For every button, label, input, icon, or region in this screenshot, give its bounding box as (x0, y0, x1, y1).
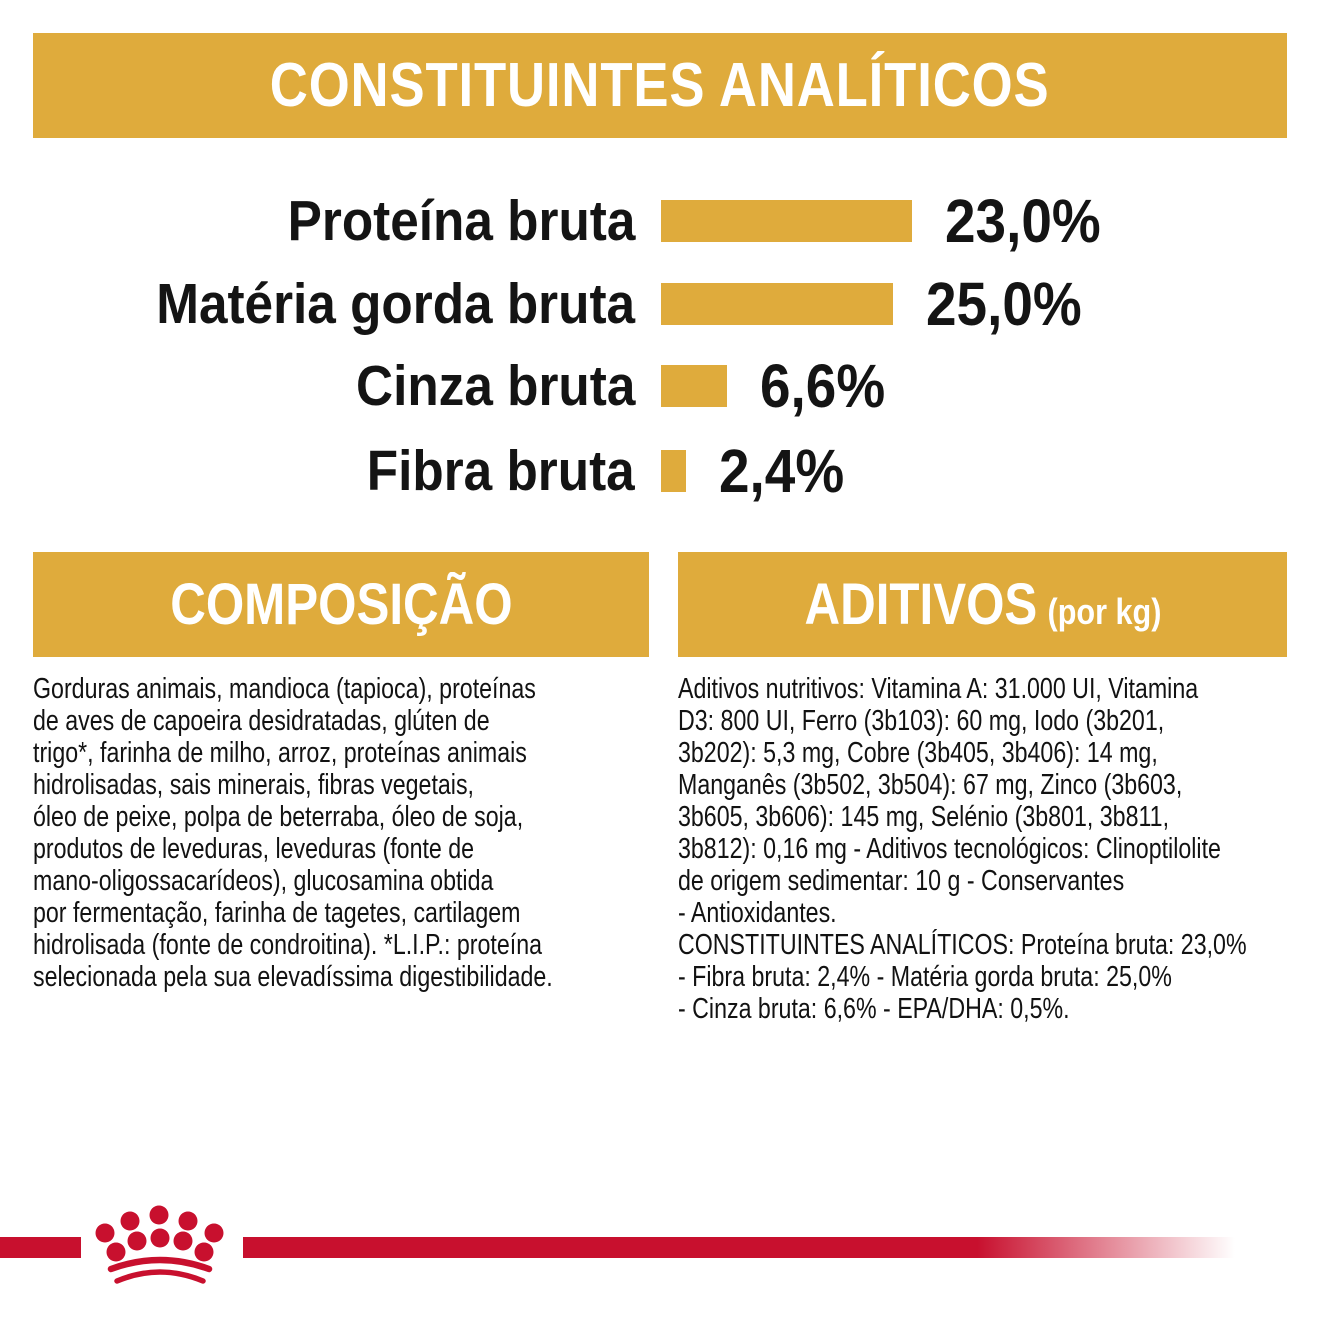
aditivos-title-group: ADITIVOS (por kg) (804, 571, 1161, 638)
analytical-constituents-banner: CONSTITUINTES ANALÍTICOS (33, 33, 1287, 138)
royal-canin-crown-icon (95, 1205, 224, 1284)
aditivos-text: Aditivos nutritivos: Vitamina A: 31.000 … (678, 673, 1247, 1025)
bar-value: 23,0% (945, 187, 1101, 255)
composicao-banner: COMPOSIÇÃO (33, 552, 649, 657)
bar-label: Proteína bruta (287, 189, 635, 253)
bar-value: 6,6% (760, 352, 886, 420)
chart-row: Cinza bruta 6,6% (0, 352, 1320, 420)
chart-row: Proteína bruta 23,0% (0, 187, 1320, 255)
brand-stripe-left (0, 1237, 81, 1258)
analytical-constituents-title: CONSTITUINTES ANALÍTICOS (270, 51, 1050, 120)
bar-value: 25,0% (926, 270, 1082, 338)
bar-value: 2,4% (719, 437, 845, 505)
composicao-title: COMPOSIÇÃO (169, 572, 513, 637)
bar-label: Matéria gorda bruta (156, 272, 635, 336)
aditivos-banner: ADITIVOS (por kg) (678, 552, 1287, 657)
aditivos-title: ADITIVOS (804, 572, 1037, 637)
chart-row: Fibra bruta 2,4% (0, 437, 1320, 505)
nutrient-bar-chart: Proteína bruta 23,0% Matéria gorda bruta 25… (0, 0, 1320, 540)
bar (661, 200, 912, 242)
bar (661, 365, 727, 407)
chart-row: Matéria gorda bruta 25,0% (0, 270, 1320, 338)
composicao-text: Gorduras animais, mandioca (tapioca), pr… (33, 673, 553, 993)
bar (661, 450, 686, 492)
bar (661, 283, 893, 325)
bar-label: Cinza bruta (355, 354, 635, 418)
bar-label: Fibra bruta (367, 439, 635, 503)
brand-stripe-right (243, 1237, 1235, 1258)
aditivos-title-suffix: (por kg) (1047, 591, 1161, 632)
